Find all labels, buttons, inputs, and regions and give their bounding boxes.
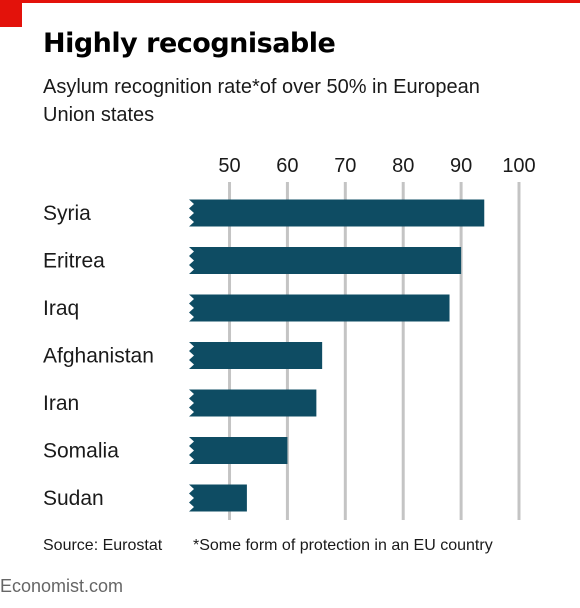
bar-iraq	[189, 294, 450, 322]
tick-label: 70	[334, 155, 356, 177]
tick-label: 50	[218, 155, 240, 177]
bar-somalia	[189, 437, 288, 464]
chart-subtitle: Asylum recognition rate*of over 50% in E…	[43, 76, 480, 126]
red-corner-tag	[0, 0, 22, 27]
brand-logo-text[interactable]: Economist.com	[0, 576, 124, 596]
bar-eritrea	[189, 247, 462, 274]
category-label: Sudan	[43, 487, 104, 510]
tick-labels: 50 60 70 80 90 100	[218, 155, 535, 177]
category-label: Syria	[43, 202, 91, 225]
bar-afghanistan	[189, 342, 323, 369]
tick-label: 90	[450, 155, 472, 177]
tick-label: 80	[392, 155, 414, 177]
category-label: Somalia	[43, 440, 119, 463]
category-label: Eritrea	[43, 250, 105, 273]
top-red-rule	[0, 0, 580, 3]
category-labels: Syria Eritrea Iraq Afghanistan Iran Somalia Su…	[43, 202, 154, 510]
tick-label: 100	[502, 155, 535, 177]
source-note: Source: Eurostat	[43, 537, 163, 554]
bar-syria	[189, 199, 485, 227]
category-label: Afghanistan	[43, 345, 154, 368]
bars	[189, 199, 485, 512]
tick-label: 60	[276, 155, 298, 177]
category-label: Iran	[43, 392, 79, 415]
bar-iran	[189, 389, 317, 417]
bar-sudan	[189, 484, 247, 512]
chart-title: Highly recognisable	[43, 28, 336, 59]
footnote: *Some form of protection in an EU countr…	[193, 537, 493, 554]
category-label: Iraq	[43, 297, 79, 320]
